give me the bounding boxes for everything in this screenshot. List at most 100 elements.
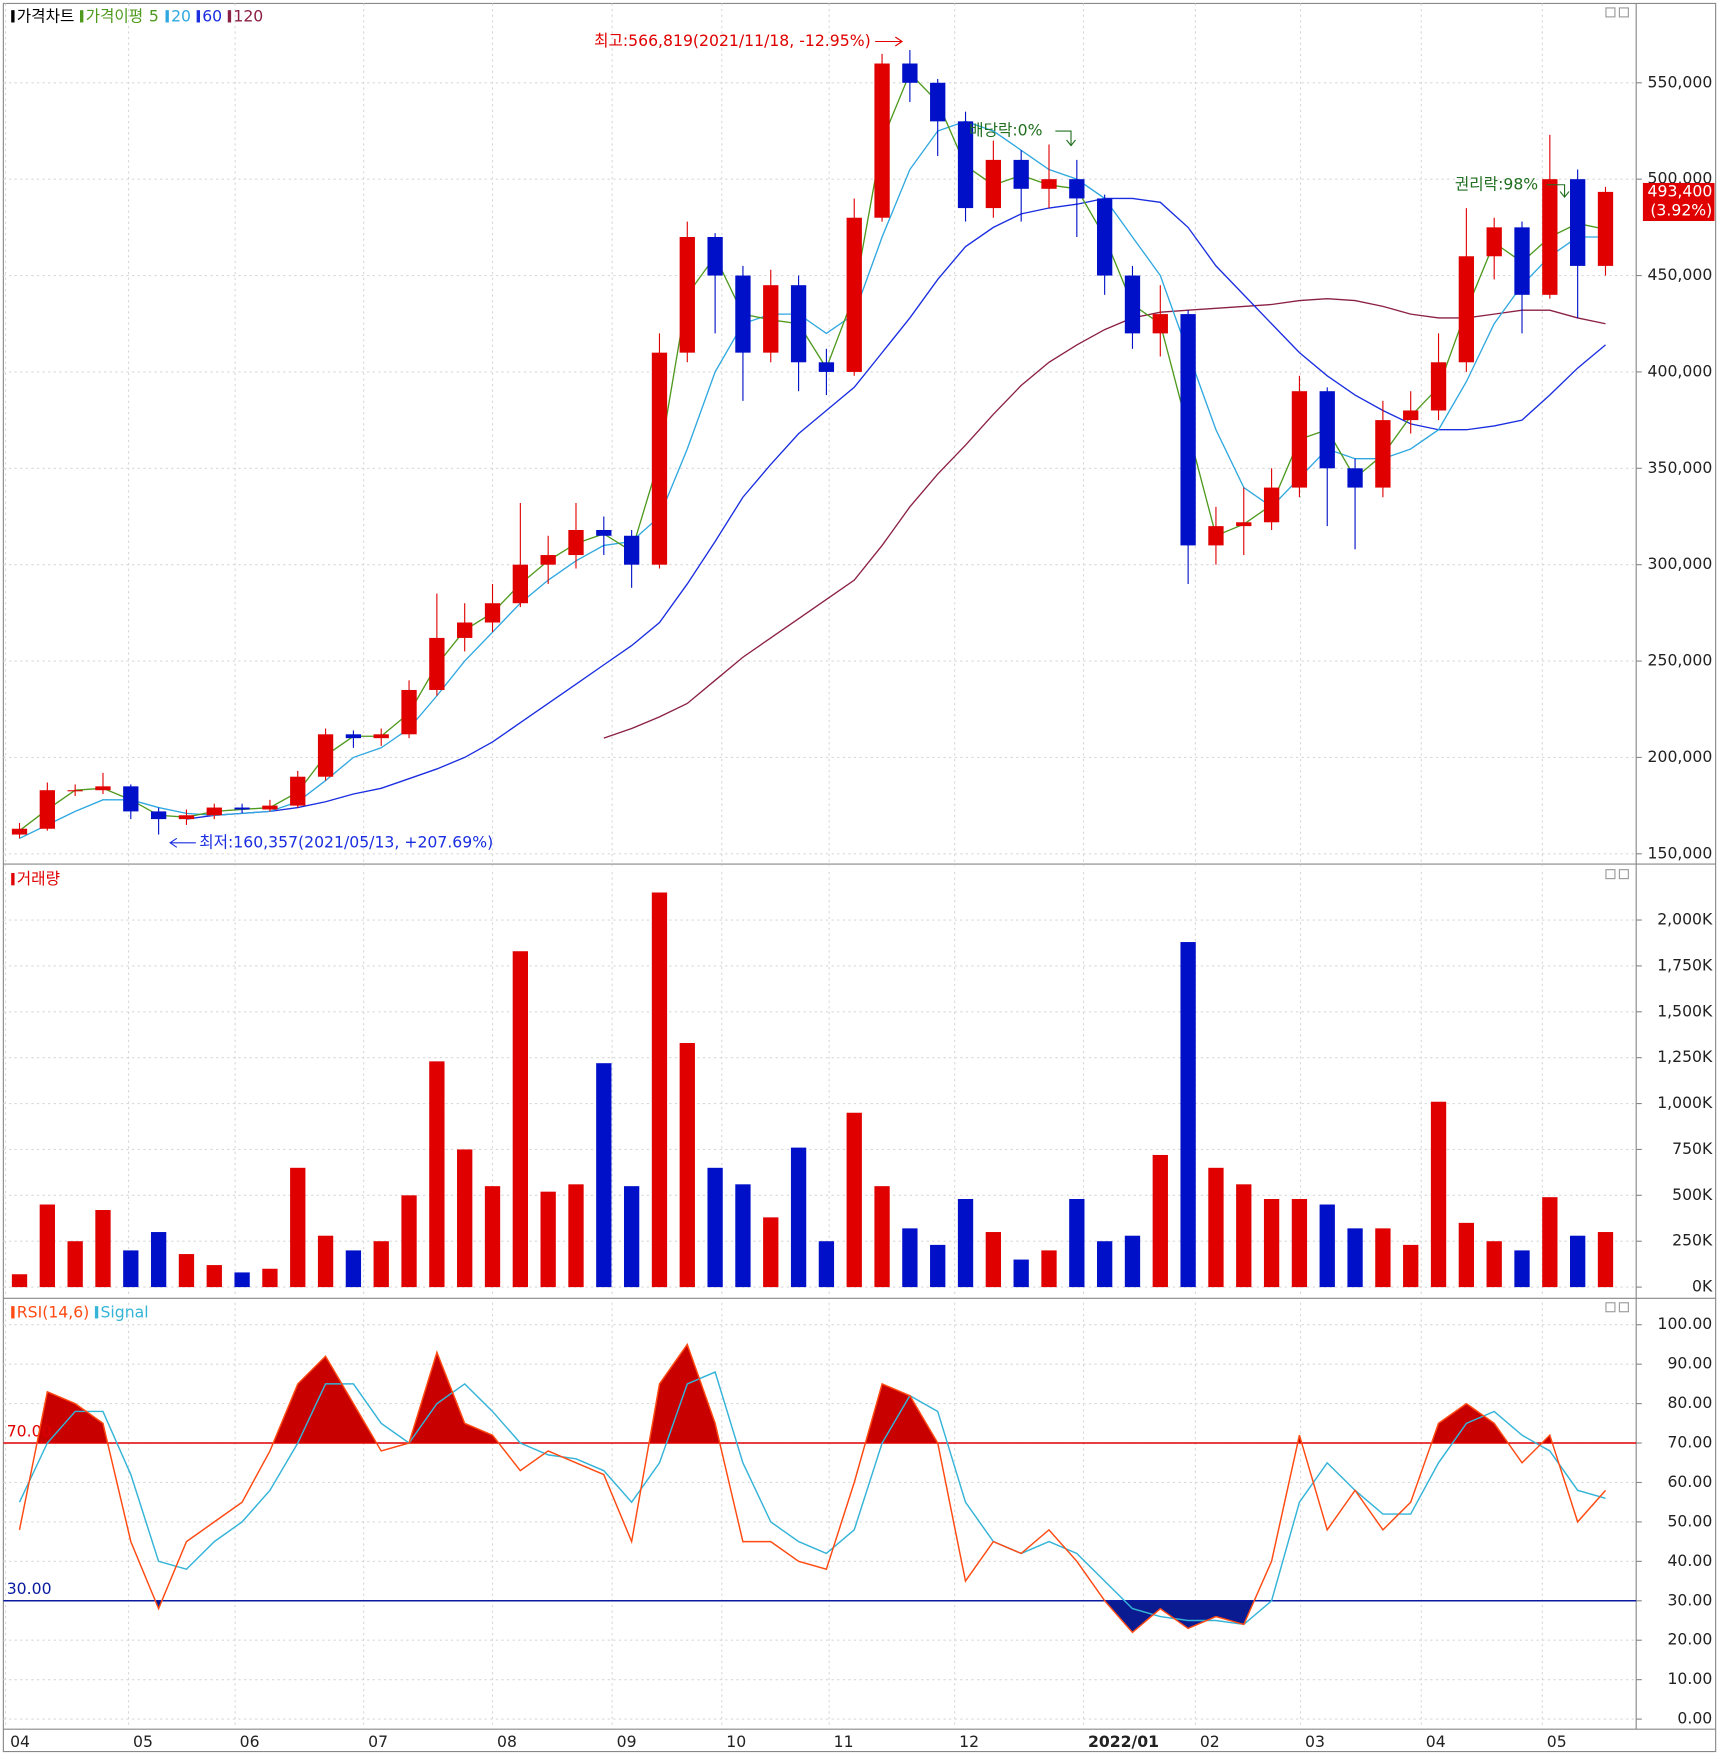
y-tick-label: 10.00 [1667,1669,1712,1688]
candle-body [1096,198,1113,276]
candle-body [1542,179,1558,295]
candle-body [874,63,890,218]
volume-bar [457,1149,473,1288]
candle-body [67,790,83,792]
candle-body [1013,159,1029,189]
volume-bar [429,1061,445,1288]
volume-bar [1013,1259,1029,1288]
candle-body [484,603,501,623]
volume-bar [1347,1228,1363,1288]
candle-body [1152,314,1168,334]
candle-body [1514,227,1530,295]
volume-bar [206,1265,222,1288]
level-label: 30.00 [7,1579,52,1598]
volume-bar [1291,1199,1308,1288]
candle-body [1597,191,1614,266]
y-tick-label: 200,000 [1648,747,1713,766]
price-tag [1642,182,1715,221]
x-tick-label: 03 [1305,1732,1325,1751]
rsi-line [18,1342,1607,1634]
candle-body [1403,410,1419,421]
annotation-arrow [1055,130,1076,147]
candle-body [1570,179,1586,266]
legend-swatch [80,10,84,23]
annotation: 최저:160,357(2021/05/13, +207.69%) [199,832,493,851]
y-tick-label: 500,000 [1648,169,1713,188]
candle-body [317,734,334,777]
candle-body [1124,275,1141,334]
volume-bar [1597,1232,1614,1288]
y-tick-label: 80.00 [1667,1393,1712,1412]
legend-swatch [11,873,15,886]
y-tick-label: 1,000K [1657,1093,1713,1112]
moving-average [186,197,1606,820]
moving-average [19,71,1606,832]
candle-body [902,63,918,83]
price-tag-change: (3.92%) [1650,200,1712,219]
volume-bar [373,1241,389,1288]
candle-body [957,121,974,209]
volume-bar [1180,942,1196,1288]
candle-body [540,555,556,565]
candle-body [234,807,250,810]
volume-bar [262,1268,278,1288]
legend-entry: 120 [233,6,263,25]
candle-body [512,564,528,604]
rsi-zone-fill [36,1344,1553,1444]
candle-body [846,217,862,372]
x-tick-label: 05 [133,1732,153,1751]
candle-body [373,734,389,739]
volume-bar [1263,1199,1280,1288]
candle-body [150,811,167,820]
price-tag-value: 493,400 [1648,181,1713,200]
candle-body [1458,256,1475,363]
volume-bar [1570,1235,1586,1288]
x-tick-label: 08 [497,1732,517,1751]
volume-bar [1375,1228,1391,1288]
legend-entry: RSI(14,6) [17,1302,90,1321]
candle-body [790,285,807,363]
volume-bar [957,1199,974,1288]
candle-body [679,236,695,353]
y-tick-label: 250K [1672,1231,1713,1250]
candle-body [1263,487,1280,523]
legend-ma-title: 가격이평 [86,6,144,25]
volume-bar [874,1186,890,1288]
legend-entry: 20 [171,6,191,25]
volume-bar [1069,1199,1085,1288]
volume-bar [540,1191,556,1288]
volume-bar [1319,1204,1335,1288]
y-tick-label: 2,000K [1657,910,1713,929]
volume-bar [39,1204,55,1288]
legend-entry: 60 [202,6,222,25]
candle-body [1347,468,1363,488]
rsi-zone-fill [19,1600,1606,1633]
y-tick-label: 400,000 [1648,361,1713,380]
y-tick-label: 40.00 [1667,1551,1712,1570]
x-tick-label: 02 [1200,1732,1220,1751]
y-tick-label: 500K [1672,1185,1713,1204]
y-tick-label: 30.00 [1667,1590,1712,1609]
volume-bar [484,1186,501,1288]
x-tick-label: 07 [368,1732,388,1751]
y-tick-label: 20.00 [1667,1630,1712,1649]
candle-body [457,622,473,638]
x-tick-label: 09 [617,1732,637,1751]
legend-swatch [11,10,15,23]
volume-bar [1124,1235,1141,1288]
candle-body [123,786,139,812]
y-tick-label: 550,000 [1648,72,1713,91]
candle-body [763,285,779,353]
volume-bar [902,1228,918,1288]
volume-bar [1236,1184,1252,1288]
volume-bar [651,892,668,1288]
volume-bar [178,1254,195,1288]
candle-body [11,828,28,835]
volume-bar [790,1147,807,1288]
y-tick-label: 750K [1672,1139,1713,1158]
legend-swatch [165,10,169,23]
candle-body [735,275,751,353]
candle-body [345,734,362,739]
